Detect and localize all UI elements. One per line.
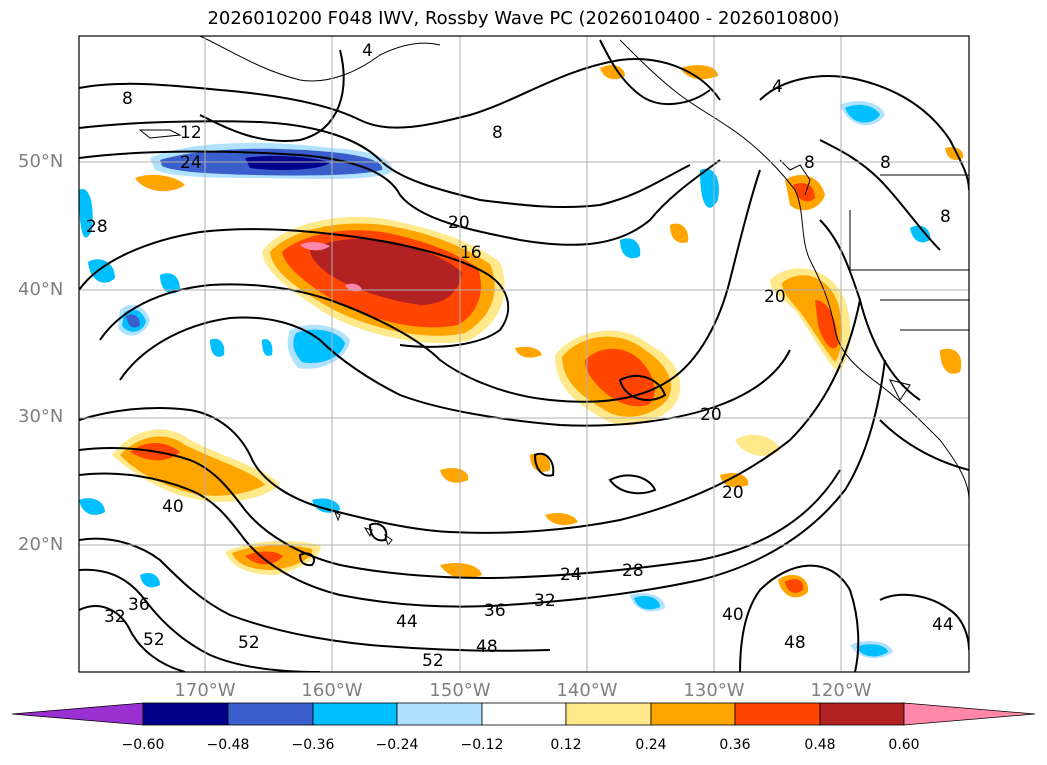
colorbar-tick-label: −0.12 [460,737,504,753]
contour-label: 52 [422,651,444,671]
colorbar-segment [227,702,314,726]
map-content: 8 12 24 28 8 20 16 4 4 8 8 8 20 20 20 40… [79,36,969,672]
orange-anomaly-hawaii [225,540,321,575]
colorbar-tick-label: −0.48 [206,737,250,753]
colorbar-tick-label: 0.36 [719,737,751,753]
colorbar-segment [396,702,483,726]
lat-label: 30°N [18,406,64,427]
contour-label: 32 [104,607,126,627]
contour-label: 32 [534,591,556,611]
contour-label: 44 [396,612,418,632]
contour-label: 28 [86,217,108,237]
contour-label: 48 [784,633,806,653]
colorbar-tick-label: 0.12 [550,737,582,753]
contour-label: 52 [143,630,165,650]
lat-label: 20°N [18,534,64,555]
contour-label: 8 [940,207,951,227]
contour-label: 20 [764,287,786,307]
map-frame [78,35,970,673]
contour-label: 8 [122,89,133,109]
lon-label: 140°W [556,680,618,701]
contour-label: 4 [362,41,373,61]
colorbar-extend-low [11,702,144,726]
contour-label: 24 [180,153,202,173]
lat-label: 50°N [18,151,64,172]
colorbar [11,702,1036,726]
colorbar-segment [734,702,821,726]
lon-label: 170°W [174,680,236,701]
contour-label: 36 [484,601,506,621]
contour-label: 12 [180,123,202,143]
lon-label: 120°W [810,680,872,701]
red-anomaly-central-pacific [262,216,505,344]
contour-label: 52 [238,633,260,653]
lon-label: 150°W [429,680,491,701]
lon-label: 160°W [301,680,363,701]
red-anomaly-subtropical [555,330,681,426]
contour-label: 48 [476,637,498,657]
contour-label: 36 [128,595,150,615]
contour-label-group: 8 12 24 28 8 20 16 4 4 8 8 8 20 20 20 40… [86,41,954,671]
colorbar-segment [312,702,398,726]
colorbar-extend-high [903,702,1036,726]
contour-label: 28 [622,561,644,581]
lon-label: 130°W [683,680,745,701]
colorbar-tick-label: 0.24 [635,737,667,753]
chart-title: 2026010200 F048 IWV, Rossby Wave PC (202… [207,8,840,29]
contour-label: 8 [804,153,815,173]
colorbar-tick-label: 0.48 [804,737,836,753]
contour-label: 20 [448,213,470,233]
colorbar-tick-label: −0.36 [291,737,335,753]
colorbar-segment [142,702,229,726]
coastlines [138,36,969,547]
contour-label: 8 [492,123,503,143]
contour-label: 40 [162,497,184,517]
contour-label: 40 [722,605,744,625]
contour-label: 4 [772,77,783,97]
colorbar-segment [481,702,567,726]
gridlines [79,36,969,672]
colorbar-segment [565,702,652,726]
colorbar-segment [650,702,736,726]
contour-label: 20 [722,483,744,503]
colorbar-tick-label: 0.60 [888,737,920,753]
colorbar-tick-label: −0.60 [121,737,165,753]
contour-label: 24 [560,565,582,585]
colorbar-segment [819,702,905,726]
lat-label: 40°N [18,279,64,300]
contour-label: 16 [460,243,482,263]
contour-label: 44 [932,615,954,635]
contour-label: 8 [880,153,891,173]
contour-label: 20 [700,405,722,425]
colorbar-tick-label: −0.24 [375,737,419,753]
